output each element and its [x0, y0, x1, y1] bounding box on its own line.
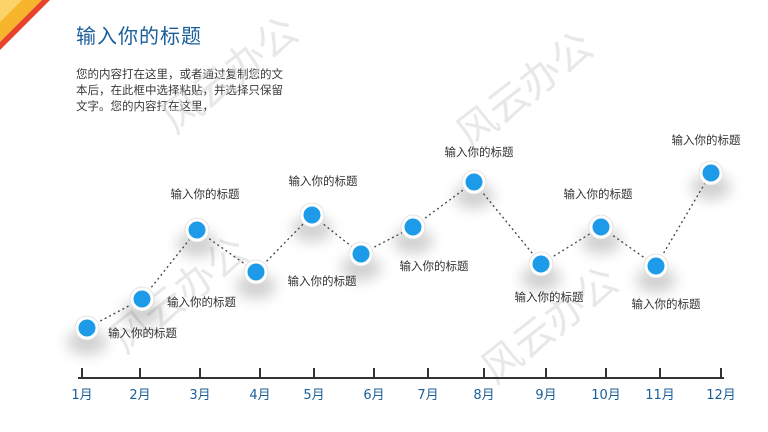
point-label: 输入你的标题 [672, 133, 741, 147]
watermark-text: 风云办公 [153, 8, 307, 143]
corner-triangle-light [0, 0, 22, 22]
point-shadow [122, 300, 162, 326]
point-shadow [691, 174, 731, 200]
point-label: 输入你的标题 [171, 187, 240, 201]
point-labels: 输入你的标题输入你的标题输入你的标题输入你的标题输入你的标题输入你的标题输入你的… [108, 133, 741, 340]
description-text: 您的内容打在这里，或者通过复制您的文本后，在此框中选择粘贴，并选择只保留文字。您… [76, 67, 283, 113]
point-shadow [341, 255, 381, 281]
point-label: 输入你的标题 [167, 295, 236, 309]
point-marker [247, 263, 265, 281]
watermark-text: 风云办公 [448, 23, 602, 158]
corner-decoration [0, 0, 50, 50]
point-label: 输入你的标题 [445, 145, 514, 159]
point-label: 输入你的标题 [108, 326, 177, 340]
point-marker [532, 255, 550, 273]
point-shadow [67, 329, 107, 355]
point-label: 输入你的标题 [400, 259, 469, 273]
month-label: 8月 [473, 388, 494, 403]
month-label: 6月 [363, 388, 384, 403]
point-marker [303, 206, 321, 224]
month-label: 3月 [189, 388, 210, 403]
point-marker [592, 218, 610, 236]
month-label: 12月 [706, 388, 736, 403]
connector-line [255, 214, 313, 273]
timeline-axis: 1月 2月 3月 4月 5月 6月 7月 8月 9月 10月 11月 12月 [71, 368, 736, 403]
slide-title: 输入你的标题 [76, 24, 202, 48]
point-label: 输入你的标题 [632, 297, 701, 311]
month-label: 4月 [249, 388, 270, 403]
connector-line [473, 181, 542, 265]
point-marker [702, 164, 720, 182]
corner-stripe-red [0, 0, 50, 50]
point-label: 输入你的标题 [515, 290, 584, 304]
point-shadows [67, 174, 731, 355]
watermark-1: 风云办公 [448, 23, 602, 158]
month-labels: 1月 2月 3月 4月 5月 6月 7月 8月 9月 10月 11月 12月 [71, 388, 735, 403]
point-shadow [454, 183, 494, 209]
point-marker [647, 257, 665, 275]
point-shadow [177, 231, 217, 257]
axis-ticks [81, 368, 722, 379]
point-marker [404, 218, 422, 236]
connector-line [655, 172, 712, 267]
point-marker [465, 173, 483, 191]
point-label: 输入你的标题 [288, 274, 357, 288]
watermark-4: 风云办公 [153, 8, 307, 143]
month-label: 1月 [71, 388, 92, 403]
month-label: 7月 [417, 388, 438, 403]
point-shadow [521, 265, 561, 291]
month-label: 2月 [129, 388, 150, 403]
point-shadow [636, 267, 676, 293]
point-markers [74, 160, 724, 341]
month-label: 5月 [303, 388, 324, 403]
point-shadow [236, 273, 276, 299]
point-marker [78, 319, 96, 337]
point-label: 输入你的标题 [289, 174, 358, 188]
month-label: 10月 [591, 388, 621, 403]
point-marker [188, 221, 206, 239]
point-shadow [292, 216, 332, 242]
month-label: 9月 [535, 388, 556, 403]
point-shadow [581, 228, 621, 254]
point-marker [133, 290, 151, 308]
point-label: 输入你的标题 [564, 187, 633, 201]
point-shadow [393, 228, 433, 254]
month-label: 11月 [645, 388, 675, 403]
point-marker [352, 245, 370, 263]
